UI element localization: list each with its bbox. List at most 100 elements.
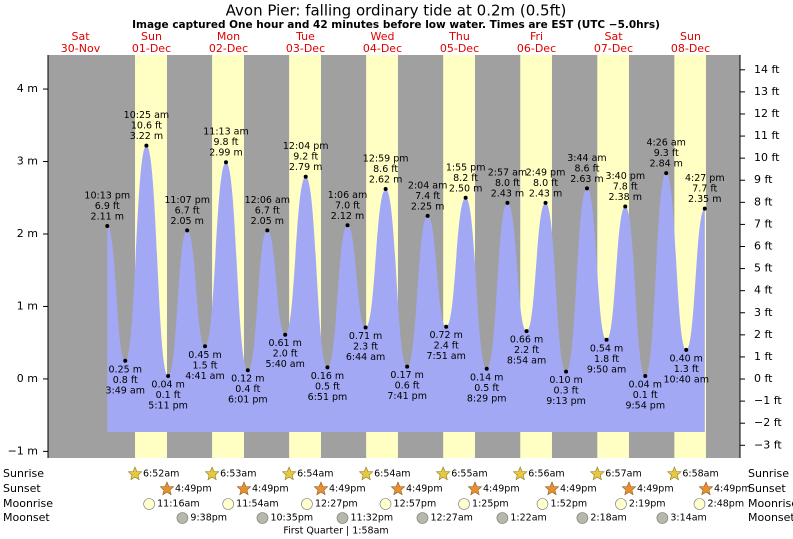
tide-point (463, 195, 468, 200)
tide-time: 6:01 pm (228, 395, 268, 406)
day-name: Sat (604, 30, 623, 43)
sunset-time: 4:49pm (637, 484, 674, 495)
y2-tick-label: −3 ft (754, 438, 782, 451)
row-label: Sunrise (748, 467, 789, 480)
moonrise-time: 11:54am (236, 499, 278, 510)
moonrise-time: 12:27pm (315, 499, 358, 510)
tide-height-m: 0.61 m (268, 338, 301, 349)
tide-point (702, 206, 707, 211)
tide-time: 11:07 pm (164, 195, 210, 206)
day-date: 08-Dec (671, 42, 710, 55)
tide-time: 9:50 am (587, 364, 626, 375)
tide-height-ft: 0.8 ft (113, 375, 138, 386)
y-tick-label: 4 m (17, 82, 38, 95)
y2-tick-label: 3 ft (754, 306, 773, 319)
moonrise-icon (143, 498, 155, 510)
moonset-time: 3:14am (670, 513, 706, 524)
chart-subtitle: Image captured One hour and 42 minutes b… (132, 19, 660, 31)
sunrise-icon (281, 466, 297, 481)
sunset-icon (621, 481, 637, 496)
moonset-icon (176, 512, 189, 524)
sunrise-icon (512, 466, 528, 481)
day-name: Mon (217, 30, 240, 43)
sunset-time: 4:49pm (714, 484, 751, 495)
moonset-time: 9:38pm (190, 513, 227, 524)
row-label: Sunset (3, 482, 41, 495)
moonrise-time: 11:16am (157, 499, 199, 510)
y-tick-label: 1 m (17, 299, 38, 312)
y2-tick-label: 11 ft (754, 129, 780, 142)
tide-point (684, 347, 689, 352)
tide-time: 8:54 am (507, 356, 546, 367)
moonrise-time: 2:19pm (629, 499, 666, 510)
tide-time: 12:59 pm (363, 154, 409, 165)
tide-height-m: 2.43 m (491, 188, 524, 199)
moonset-time: 12:27am (430, 513, 472, 524)
day-name: Sat (71, 30, 90, 43)
moonset-icon (496, 512, 509, 524)
tide-height-ft: 6.7 ft (255, 205, 280, 216)
moonrise-icon (458, 498, 470, 510)
tide-height-m: 0.14 m (470, 372, 503, 383)
tide-height-m: 0.72 m (429, 330, 462, 341)
day-name: Tue (295, 30, 315, 43)
day-name: Wed (371, 30, 395, 43)
moonset-icon (576, 512, 589, 524)
tide-point (405, 364, 410, 369)
sunrise-time: 6:54am (297, 469, 333, 480)
y-tick-label: 2 m (17, 227, 38, 240)
tide-height-m: 0.04 m (629, 380, 662, 391)
tide-point (123, 358, 128, 363)
sunset-icon (698, 481, 714, 496)
tide-point (245, 368, 250, 373)
row-label: Sunrise (3, 467, 44, 480)
tide-time: 11:13 am (203, 127, 248, 138)
sunrise-icon (358, 466, 374, 481)
moonrise-time: 12:57pm (394, 499, 437, 510)
moonset-time: 10:35pm (270, 513, 313, 524)
moonset-time: 11:32pm (351, 513, 394, 524)
tide-height-ft: 0.6 ft (395, 381, 420, 392)
tide-height-ft: 1.5 ft (193, 360, 218, 371)
tide-time: 6:51 pm (308, 392, 348, 403)
sunset-icon (390, 481, 406, 496)
day-date: 02-Dec (209, 42, 248, 55)
tide-height-ft: 8.0 ft (533, 178, 558, 189)
tide-height-m: 2.11 m (91, 212, 124, 223)
y2-tick-label: 0 ft (754, 372, 773, 385)
tide-height-ft: 6.7 ft (175, 205, 200, 216)
tide-height-m: 2.38 m (609, 192, 642, 203)
y2-tick-label: 8 ft (754, 195, 773, 208)
sunrise-time: 6:55am (451, 469, 487, 480)
tide-point (444, 324, 449, 329)
moonrise-time: 1:52pm (550, 499, 587, 510)
y2-tick-label: 7 ft (754, 217, 773, 230)
row-label: Sunset (748, 482, 786, 495)
tide-height-m: 2.99 m (209, 148, 242, 159)
sunset-icon (236, 481, 252, 496)
y2-tick-label: 4 ft (754, 284, 773, 297)
tide-height-m: 2.62 m (369, 175, 402, 186)
tide-height-m: 2.79 m (289, 162, 322, 173)
tide-height-ft: 7.7 ft (692, 184, 717, 195)
sunset-icon (544, 481, 560, 496)
tide-time: 4:41 am (185, 371, 224, 382)
sunrise-icon (589, 466, 605, 481)
tide-point (584, 186, 589, 191)
tide-height-ft: 0.1 ft (633, 390, 658, 401)
y2-tick-label: −2 ft (754, 416, 782, 429)
tide-time: 4:27 pm (685, 173, 725, 184)
y2-tick-label: 6 ft (754, 239, 773, 252)
tide-time: 1:55 pm (446, 162, 486, 173)
tide-time: 3:44 am (567, 153, 606, 164)
tide-point (623, 204, 628, 209)
tide-time: 12:06 am (245, 195, 290, 206)
sunrise-icon (204, 466, 220, 481)
tide-height-ft: 1.8 ft (594, 354, 619, 365)
day-date: 03-Dec (286, 42, 325, 55)
moonrise-icon (379, 498, 392, 510)
moon-phase: First Quarter | 1:58am (283, 526, 388, 537)
tide-time: 9:13 pm (546, 396, 586, 407)
sunrise-time: 6:53am (220, 469, 256, 480)
